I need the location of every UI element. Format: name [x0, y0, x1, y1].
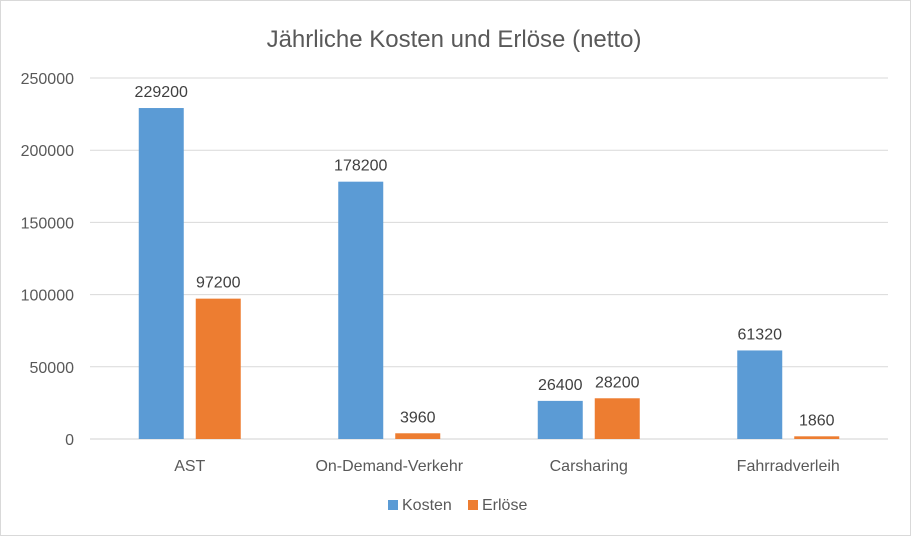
legend-label: Kosten: [402, 497, 452, 514]
y-tick-label: 150000: [21, 215, 74, 232]
y-tick-label: 250000: [21, 71, 74, 88]
data-label: 26400: [538, 377, 583, 394]
y-tick-label: 100000: [21, 288, 74, 305]
y-axis-ticks: 0 50000 100000 150000 200000 250000: [21, 71, 74, 449]
bar-erlse: [794, 436, 840, 439]
legend: Kosten Erlöse: [388, 497, 527, 514]
data-label: 28200: [595, 374, 640, 391]
data-label: 178200: [334, 158, 387, 175]
legend-label: Erlöse: [482, 497, 527, 514]
data-label: 3960: [400, 409, 436, 426]
x-tick-label: Carsharing: [550, 458, 628, 475]
bar-kosten: [138, 108, 184, 439]
bar-erlse: [395, 433, 441, 439]
x-tick-label: AST: [174, 458, 205, 475]
data-label: 61320: [738, 326, 783, 343]
bar-kosten: [338, 181, 384, 439]
bar-erlse: [195, 298, 241, 439]
bar-erlse: [594, 398, 640, 439]
chart-title: Jährliche Kosten und Erlöse (netto): [267, 26, 642, 53]
data-label: 229200: [135, 84, 188, 101]
legend-swatch: [388, 500, 398, 510]
data-label: 1860: [799, 412, 835, 429]
bar-kosten: [537, 400, 583, 439]
y-tick-label: 0: [65, 432, 74, 449]
x-tick-label: On-Demand-Verkehr: [315, 458, 463, 475]
bars: [138, 108, 840, 439]
x-tick-label: Fahrradverleih: [737, 458, 840, 475]
y-tick-label: 50000: [30, 360, 75, 377]
legend-swatch: [468, 500, 478, 510]
y-tick-label: 200000: [21, 143, 74, 160]
data-labels: 229200 97200 178200 3960 26400 28200 61320 1860: [135, 84, 835, 429]
data-label: 97200: [196, 275, 241, 292]
x-axis-ticks: AST On-Demand-Verkehr Carsharing Fahrradver…: [174, 458, 840, 475]
bar-kosten: [737, 350, 783, 439]
